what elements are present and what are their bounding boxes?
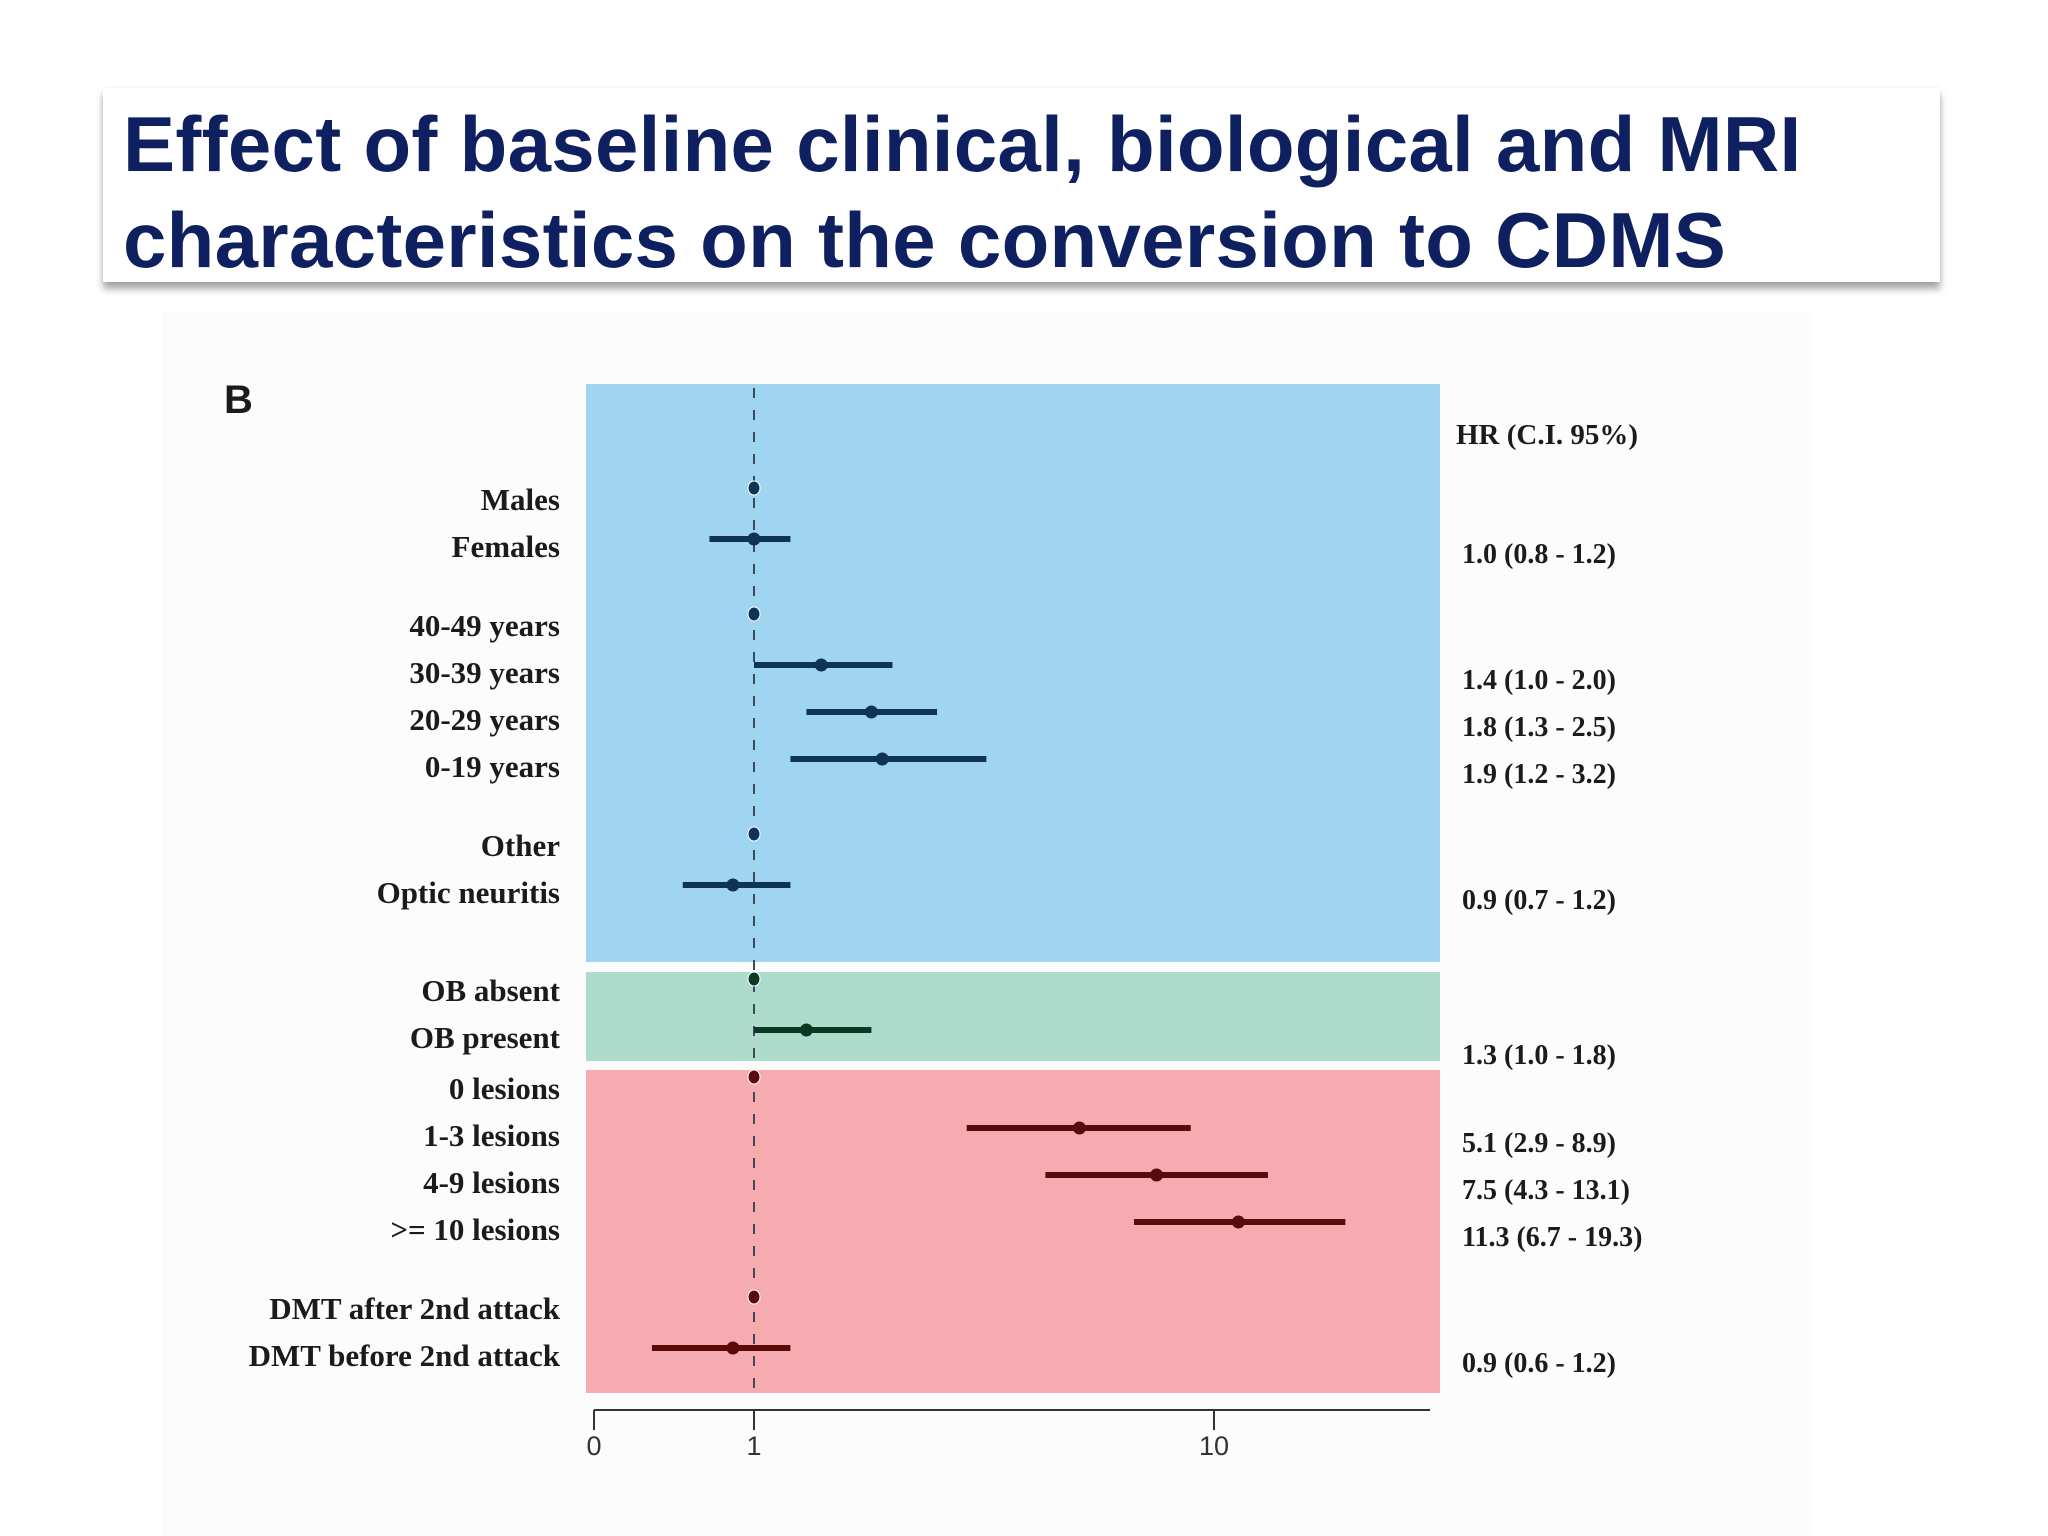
panel-label: B [224,378,253,422]
hr-value-text: 1.9 (1.2 - 3.2) [1462,759,1616,790]
reference-point [747,1069,761,1085]
row-label: 40-49 years [409,608,560,643]
hr-point [1231,1215,1245,1229]
row-label: 1-3 lesions [423,1118,560,1153]
hr-value-text: 1.4 (1.0 - 2.0) [1462,665,1616,696]
row-label: 30-39 years [409,655,560,690]
hr-value-text: 7.5 (4.3 - 13.1) [1462,1175,1630,1206]
x-axis-tick-label: 1 [746,1431,761,1461]
slide-title-line-1: Effect of baseline clinical, biological … [123,100,1802,188]
reference-point [747,971,761,987]
hr-point [799,1023,813,1037]
row-label: 20-29 years [409,702,560,737]
row-label: 4-9 lesions [423,1165,560,1200]
row-label: 0 lesions [449,1071,560,1106]
hr-point [1072,1121,1086,1135]
hr-point [726,1341,740,1355]
reference-point [747,1289,761,1305]
slide-title: Effect of baseline clinical, biological … [123,96,1801,288]
hr-point [747,532,761,546]
hr-point [1150,1168,1164,1182]
reference-point [747,606,761,622]
hr-value-text: 11.3 (6.7 - 19.3) [1462,1222,1642,1253]
hr-point [875,752,889,766]
hr-column-header: HR (C.I. 95%) [1456,419,1638,451]
row-label: >= 10 lesions [390,1212,560,1247]
row-label: DMT before 2nd attack [249,1338,561,1373]
hr-value-text: 0.9 (0.7 - 1.2) [1462,885,1616,916]
hr-point [814,658,828,672]
hr-point [864,705,878,719]
hr-value-text: 0.9 (0.6 - 1.2) [1462,1348,1616,1379]
x-axis-tick-label: 10 [1199,1431,1229,1461]
x-axis-tick-label: 0 [586,1431,601,1461]
row-label: Optic neuritis [377,875,560,910]
title-box: Effect of baseline clinical, biological … [103,88,1940,284]
reference-point [747,480,761,496]
row-label: 0-19 years [425,749,560,784]
marks-layer [651,388,1346,1390]
hr-value-text: 5.1 (2.9 - 8.9) [1462,1128,1616,1159]
x-axis: 0 1 10 [586,1409,1430,1461]
reference-point [747,826,761,842]
panel-red-background [586,1070,1440,1393]
hr-point [726,878,740,892]
hr-value-text: 1.0 (0.8 - 1.2) [1462,539,1616,570]
panels-layer [586,384,1440,1393]
row-label: Females [452,529,560,564]
hr-value-text: 1.8 (1.3 - 2.5) [1462,712,1616,743]
panel-green-background [586,972,1440,1061]
row-label: Males [481,482,560,517]
row-label: OB present [410,1020,561,1055]
labels-layer: Males Females 1.0 (0.8 - 1.2) 40-49 years 30… [249,482,1643,1379]
panel-blue-background [586,384,1440,962]
row-label: OB absent [421,973,560,1008]
row-label: DMT after 2nd attack [269,1291,561,1326]
hr-value-text: 1.3 (1.0 - 1.8) [1462,1040,1616,1071]
row-label: Other [481,828,560,863]
slide-title-line-2: characteristics on the conversion to CDM… [123,196,1727,284]
